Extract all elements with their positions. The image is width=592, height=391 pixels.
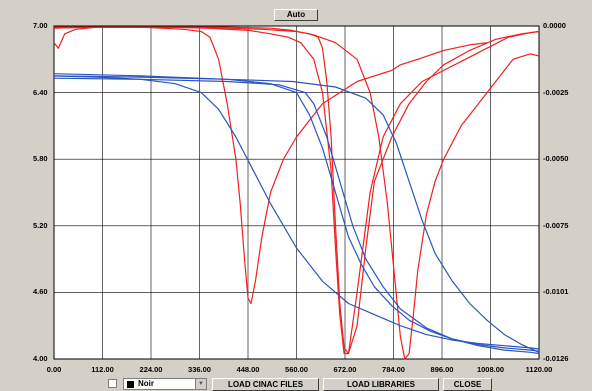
y-right-tick-label: -0.0025 xyxy=(543,87,569,97)
x-tick-label: 1008.00 xyxy=(476,365,505,374)
blue-series-line-1 xyxy=(53,75,540,350)
blue-series-line-3 xyxy=(53,77,540,355)
x-tick-label: 448.00 xyxy=(236,365,260,374)
y-left-tick-label: 4.60 xyxy=(33,287,48,297)
y-right-tick-label: -0.0075 xyxy=(543,220,569,230)
x-tick-label: 784.00 xyxy=(382,365,405,374)
x-tick-label: 1120.00 xyxy=(525,365,553,374)
color-select[interactable]: Noir ▼ xyxy=(123,378,207,390)
x-tick-label: 0.00 xyxy=(46,365,62,374)
chevron-down-icon[interactable]: ▼ xyxy=(195,379,206,389)
y-left-tick-label: 7.00 xyxy=(33,21,48,30)
x-tick-label: 896.00 xyxy=(430,365,454,374)
y-right-tick-label: -0.0101 xyxy=(543,287,569,297)
color-swatch xyxy=(127,381,134,388)
series-layer xyxy=(53,26,540,360)
x-tick-label: 112.00 xyxy=(91,365,114,374)
y-right-tick-label: 0.0000 xyxy=(543,21,566,30)
red-series-line-2 xyxy=(53,26,540,355)
x-tick-label: 672.00 xyxy=(333,365,357,374)
bottom-toolbar: Noir ▼ LOAD CINAC FILES LOAD LIBRARIES C… xyxy=(0,377,592,391)
load-libraries-button[interactable]: LOAD LIBRARIES xyxy=(323,378,439,391)
y-left-tick-label: 6.40 xyxy=(33,87,48,97)
red-series-line-3 xyxy=(53,26,540,355)
y-left-tick-label: 5.80 xyxy=(33,154,48,164)
spectrum-chart xyxy=(53,25,540,360)
red-series-line-4 xyxy=(54,26,540,360)
option-checkbox[interactable] xyxy=(108,379,117,388)
y-left-tick-label: 4.00 xyxy=(33,354,48,363)
x-tick-label: 224.00 xyxy=(139,365,163,374)
x-tick-label: 336.00 xyxy=(188,365,211,374)
blue-series-line-4 xyxy=(53,73,540,353)
y-right-tick-label: -0.0126 xyxy=(543,354,569,363)
grid-lines xyxy=(54,26,539,359)
color-select-value: Noir xyxy=(138,379,154,388)
auto-scale-button[interactable]: Auto xyxy=(274,9,318,21)
y-left-tick-label: 5.20 xyxy=(33,220,48,230)
y-right-tick-label: -0.0050 xyxy=(543,154,569,164)
close-button[interactable]: CLOSE xyxy=(443,378,492,391)
x-tick-label: 560.00 xyxy=(285,365,308,374)
load-cinac-files-button[interactable]: LOAD CINAC FILES xyxy=(212,378,319,391)
